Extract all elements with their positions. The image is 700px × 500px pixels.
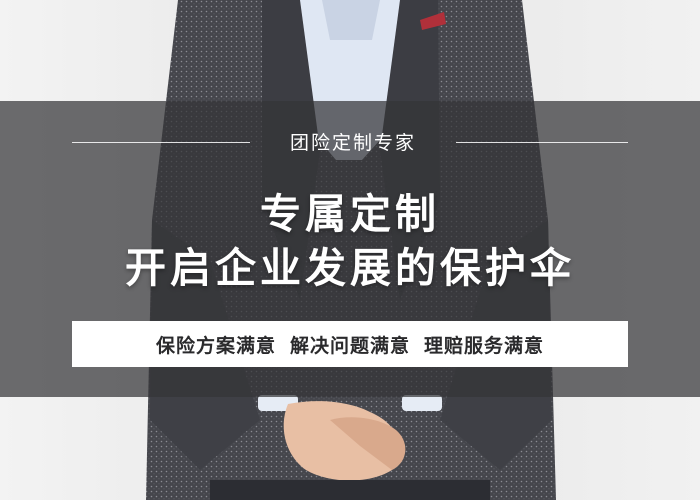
satisfaction-item: 理赔服务满意 — [424, 334, 545, 357]
divider-right — [456, 142, 628, 143]
divider-left — [72, 142, 250, 143]
tagline: 团险定制专家 — [289, 132, 416, 154]
tagline-row: 团险定制专家 — [0, 122, 700, 162]
headline-line-1: 专属定制 — [260, 190, 440, 238]
satisfaction-item: 保险方案满意 — [155, 334, 276, 357]
satisfaction-bar: 保险方案满意 解决问题满意 理赔服务满意 — [72, 321, 628, 367]
satisfaction-item: 解决问题满意 — [289, 334, 410, 357]
headline-line-2: 开启企业发展的保护伞 — [125, 244, 575, 292]
